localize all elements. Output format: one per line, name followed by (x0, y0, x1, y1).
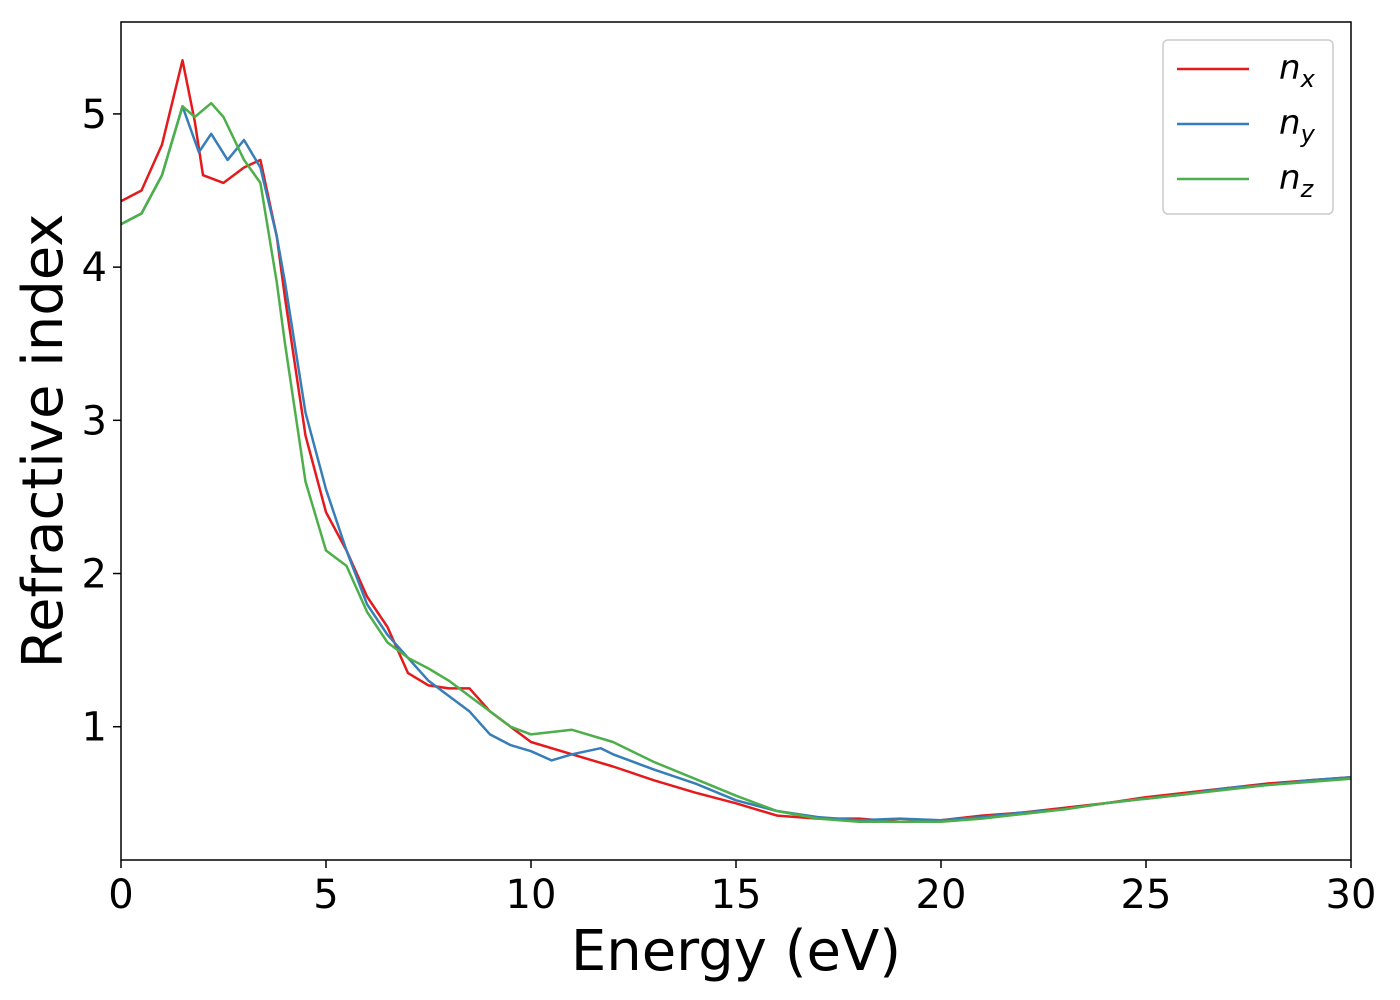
x-tick-label: 30 (1326, 872, 1377, 918)
legend-label-sub: z (1300, 175, 1315, 203)
legend-label-sub: x (1300, 65, 1316, 93)
x-tick-label: 15 (711, 872, 762, 918)
x-tick-label: 5 (313, 872, 338, 918)
legend-label-main: n (1279, 158, 1301, 198)
y-tick-label: 3 (82, 398, 107, 444)
series-line (120, 101, 1352, 823)
x-tick-label: 20 (916, 872, 967, 918)
x-tick-label: 0 (108, 872, 133, 918)
y-axis-label: Refractive index (11, 214, 76, 669)
legend-label-main: n (1279, 48, 1301, 88)
y-tick-label: 5 (82, 92, 107, 138)
plot-frame (120, 21, 1352, 861)
x-tick-label: 10 (506, 872, 557, 918)
legend-label: nz (1279, 158, 1315, 203)
y-tick-label: 1 (82, 705, 107, 751)
legend-label-main: n (1279, 103, 1301, 143)
x-axis-label: Energy (eV) (571, 919, 901, 984)
y-tick-label: 4 (82, 245, 107, 291)
x-tick-label: 25 (1121, 872, 1172, 918)
legend-label-sub: y (1300, 120, 1316, 148)
legend-label: ny (1279, 103, 1316, 148)
y-tick-label: 2 (82, 552, 107, 598)
legend-label: nx (1279, 48, 1316, 93)
legend-box (1162, 39, 1334, 215)
